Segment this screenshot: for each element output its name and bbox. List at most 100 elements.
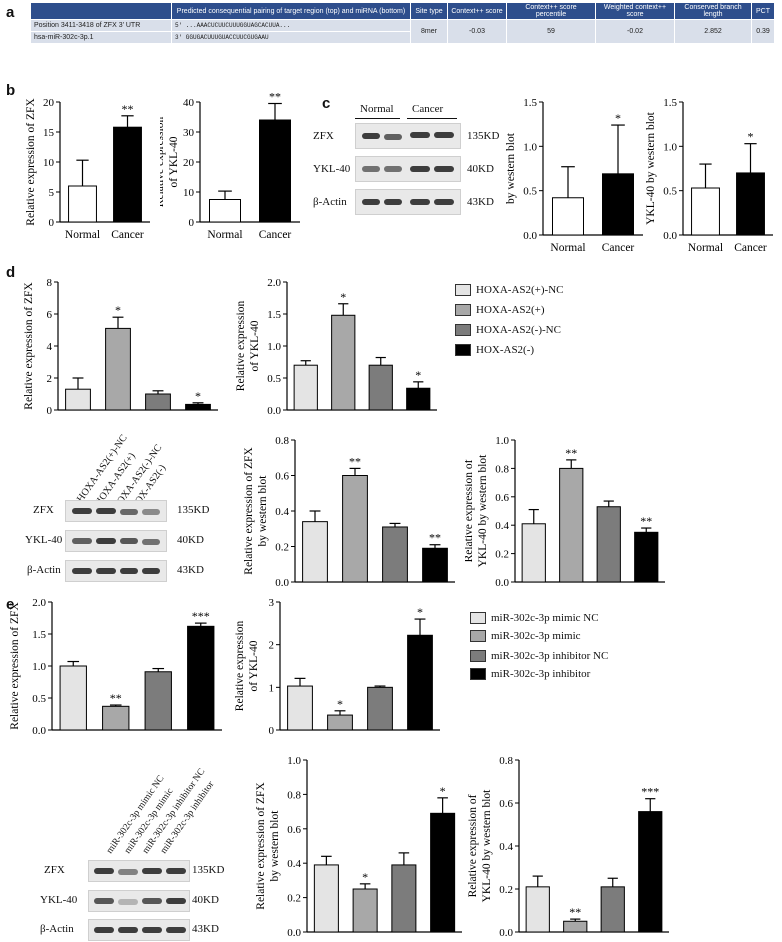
y-tick-label: 5 [49, 187, 55, 199]
significance-label: * [615, 111, 621, 125]
bar [145, 393, 171, 411]
legend-swatch [470, 650, 486, 663]
blot-band [72, 568, 92, 574]
blot-band [142, 898, 162, 904]
legend-item: HOXA-AS2(-)-NC [455, 324, 561, 337]
blot-band [362, 166, 380, 172]
legend-swatch [470, 630, 486, 643]
y-tick-label: 1.5 [663, 97, 677, 109]
table-cell: -0.02 [595, 19, 675, 44]
bar [559, 467, 584, 583]
bar [736, 172, 765, 236]
molecular-weight-label: 40KD [467, 163, 494, 175]
table-cell: -0.03 [447, 19, 507, 44]
bar [634, 531, 659, 583]
significance-label: * [417, 605, 423, 619]
significance-label: * [195, 389, 201, 403]
significance-label: ** [640, 514, 652, 528]
table-header-row: Predicted consequential pairing of targe… [30, 2, 775, 20]
bar [352, 888, 378, 933]
molecular-weight-label: 135KD [192, 864, 225, 876]
y-tick-label: 0.0 [523, 230, 537, 242]
blot-band [142, 868, 162, 874]
legend-label: HOX-AS2(-) [476, 344, 535, 356]
x-tick-label: Normal [65, 229, 100, 241]
blot-row-label: ZFX [44, 864, 65, 876]
table-header-cell: Weighted context++ score [595, 2, 675, 20]
table-cell: 0.39 [751, 19, 775, 44]
y-tick-label: 1.0 [663, 141, 677, 153]
bar [331, 314, 356, 411]
blot-row-label: YKL-40 [40, 894, 78, 906]
western-blot-d: HOXA-AS2(+)-NC HOXA-AS2(+) HOXA-AS2(-)-N… [25, 430, 230, 588]
y-tick-label: 0.5 [267, 373, 281, 385]
y-tick-label: 4 [47, 341, 53, 353]
y-tick-label: 0.2 [275, 542, 289, 554]
significance-label: *** [192, 609, 210, 623]
bar [68, 185, 97, 223]
chart-e-ykl40-wb: 0.0 0.2 0.4 0.6 0.8 Relative expression of YKL… [467, 755, 669, 939]
y-tick-label: 0 [189, 217, 195, 229]
y-axis-label: Relative expression of ZFX [25, 98, 37, 226]
blot-band [166, 927, 186, 933]
bar [313, 864, 339, 933]
blot-band [142, 568, 160, 574]
legend-label: miR-302c-3p inhibitor [491, 668, 591, 680]
panel-label-e: e [6, 596, 15, 613]
blot-band [96, 568, 116, 574]
bar [422, 547, 448, 583]
blot-band [120, 568, 138, 574]
y-tick-label: 0 [47, 405, 53, 417]
bar [691, 187, 720, 236]
y-axis-label: Relative expression of YKL-40 [234, 621, 260, 712]
y-tick-label: 20 [43, 97, 55, 109]
y-tick-label: 8 [47, 277, 53, 289]
blot-band [384, 199, 402, 205]
legend-item: HOXA-AS2(+)-NC [455, 284, 563, 297]
table-header-cell: Site type [410, 2, 448, 20]
bar [521, 523, 546, 583]
table-row: Position 3411-3418 of ZFX 3' UTR 5' ...A… [30, 19, 775, 44]
legend-label: HOXA-AS2(-)-NC [476, 324, 561, 336]
y-tick-label: 0.0 [499, 927, 513, 939]
table-cell: 8mer [410, 19, 448, 44]
y-tick-label: 0.4 [275, 506, 289, 518]
bar [293, 364, 318, 411]
y-tick-label: 0.5 [523, 186, 537, 198]
bar [259, 119, 291, 223]
significance-label: ** [565, 446, 577, 460]
table-cell: 59 [506, 19, 596, 44]
y-tick-label: 0.0 [287, 927, 301, 939]
blot-band [362, 133, 380, 139]
western-blot-c: Normal Cancer ZFX YKL-40 β-Actin 135KD 4… [305, 95, 525, 245]
molecular-weight-label: 43KD [467, 196, 494, 208]
blot-band [72, 508, 92, 514]
bar [287, 685, 313, 731]
table-cell: 3' GGUGACUUUGUACCUUCGUGAAU [171, 31, 411, 44]
blot-row-label: β-Actin [27, 564, 61, 576]
y-tick-label: 0.6 [499, 798, 513, 810]
y-tick-label: 1.0 [523, 141, 537, 153]
bar [144, 671, 172, 731]
legend-swatch [455, 304, 471, 317]
lane-label: Normal [360, 103, 394, 115]
significance-label: ** [122, 102, 134, 116]
y-tick-label: 0.0 [275, 577, 289, 589]
panel-label-d: d [6, 264, 16, 281]
significance-label: ** [569, 905, 581, 919]
blot-band [96, 538, 116, 544]
y-tick-label: 0.2 [499, 884, 513, 896]
blot-strip [65, 500, 167, 522]
blot-strip [88, 860, 190, 882]
y-tick-label: 0.8 [495, 463, 509, 475]
bar [563, 920, 588, 933]
western-blot-e: miR-302c-3p mimic NC miR-302c-3p mimic m… [30, 760, 240, 942]
bar [596, 506, 621, 583]
significance-label: * [748, 130, 754, 144]
legend-item: HOX-AS2(-) [455, 344, 535, 357]
